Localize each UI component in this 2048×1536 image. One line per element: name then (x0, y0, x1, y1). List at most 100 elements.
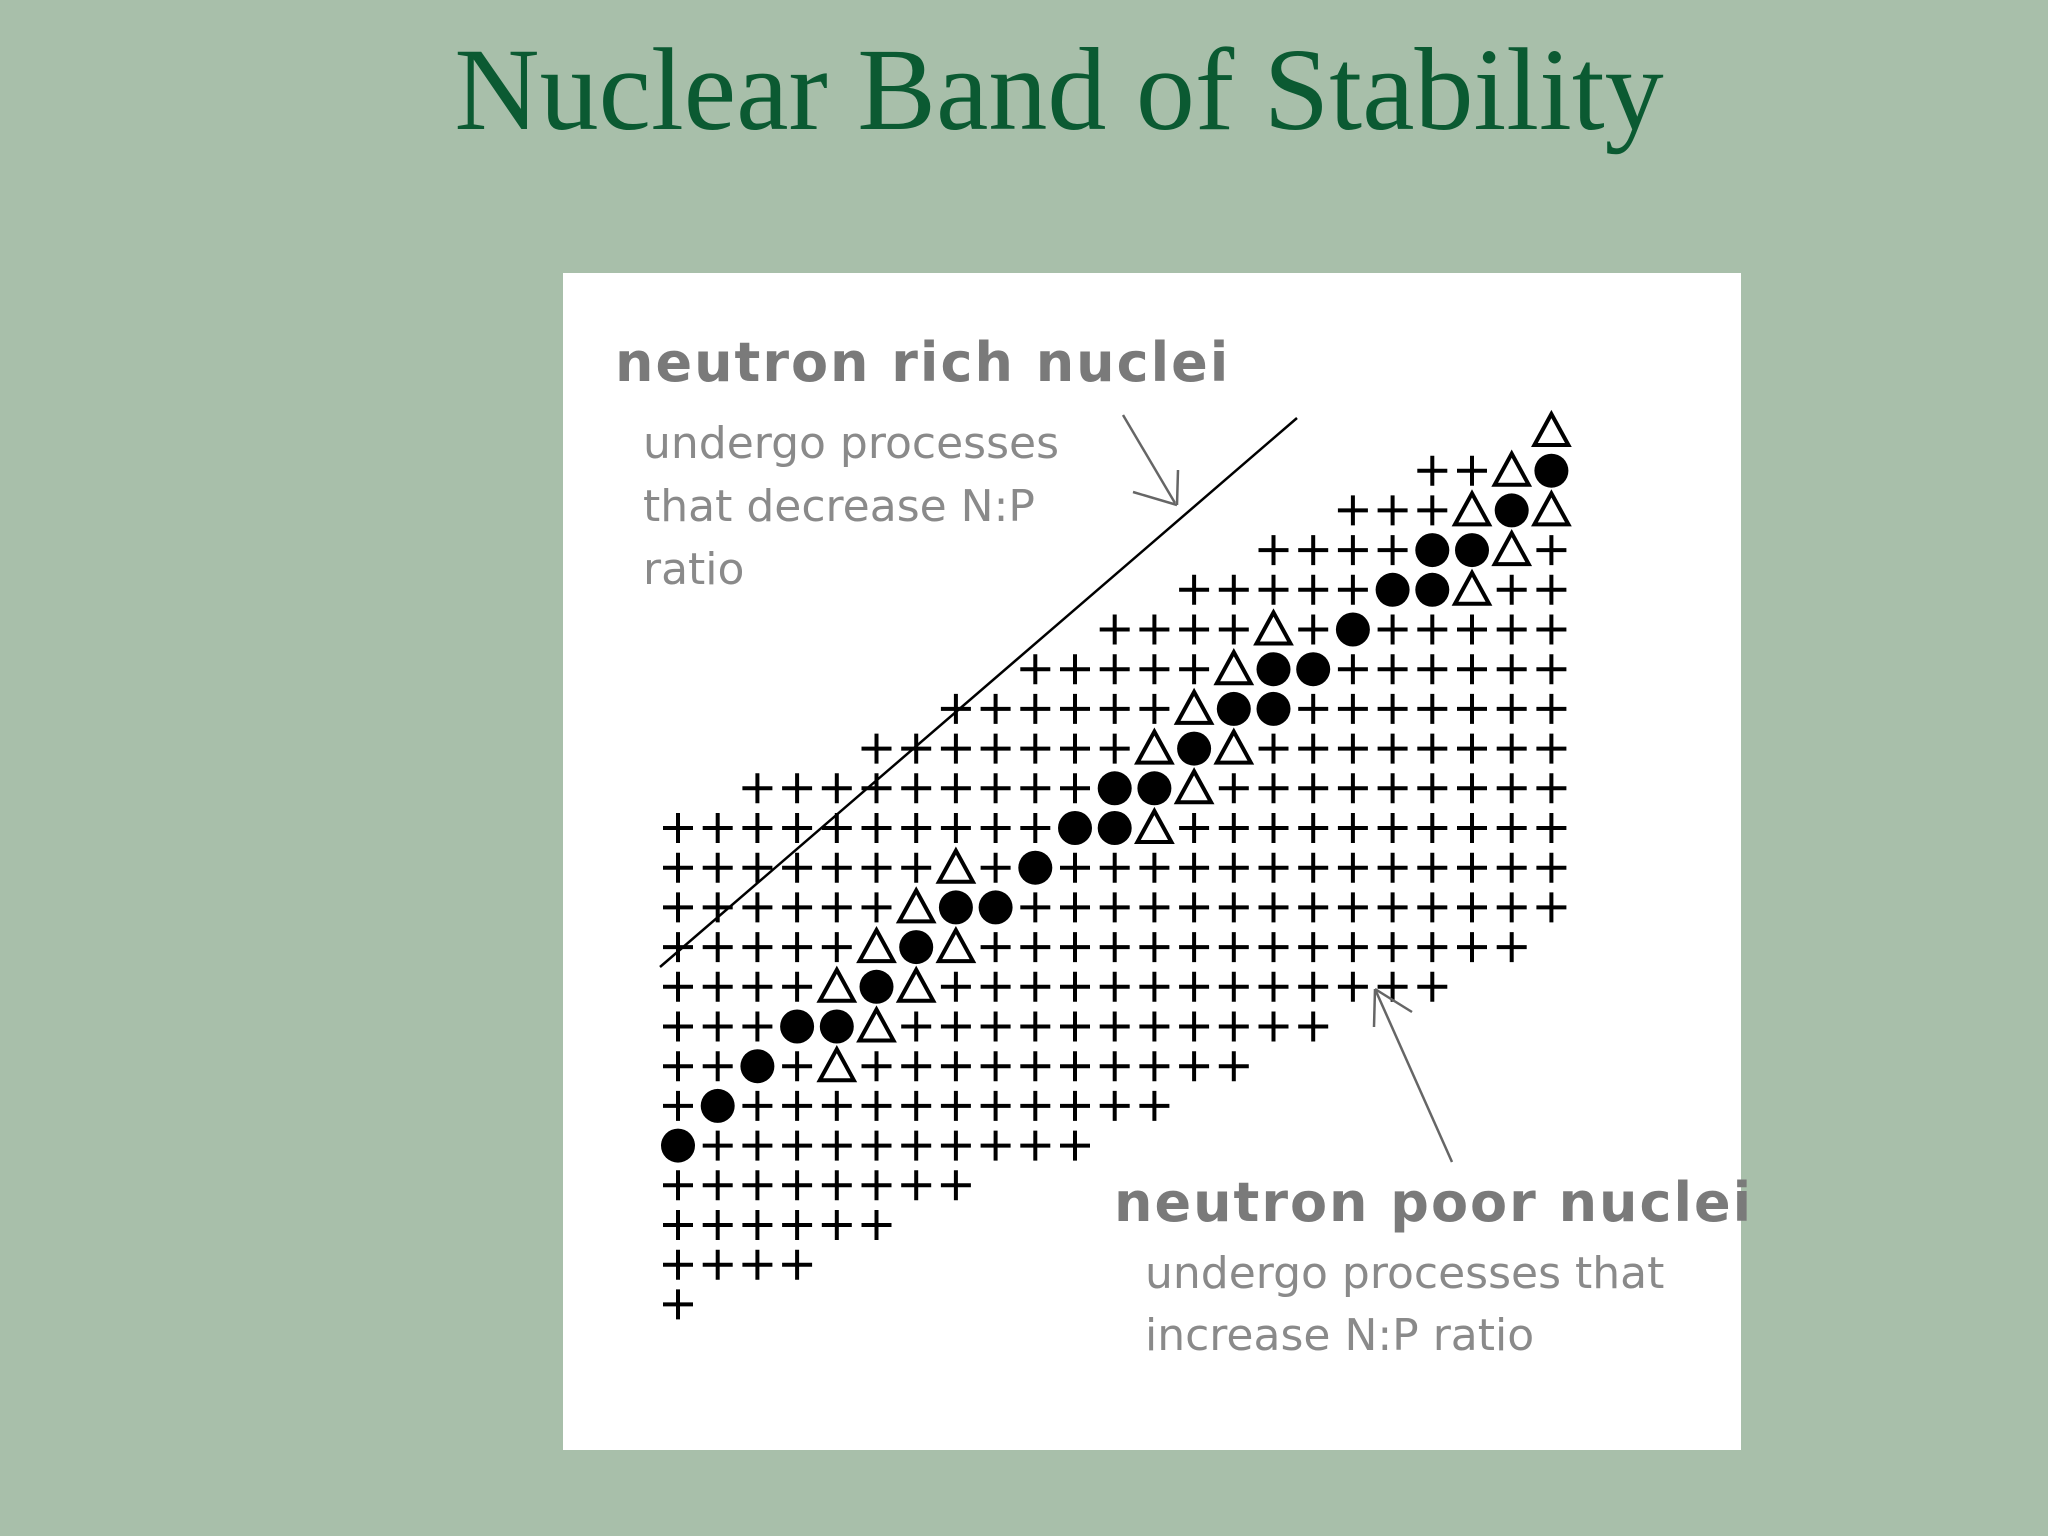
nuclide-cross (1298, 773, 1329, 804)
radioactive-nuclide (1451, 568, 1493, 606)
nuclide-cross (1496, 654, 1527, 685)
nuclide-cross (1099, 693, 1130, 724)
stable-nuclide (1534, 453, 1569, 488)
radioactive-nuclide (1173, 767, 1215, 805)
nuclide-cross (1457, 455, 1487, 486)
nuclide-cross (702, 1249, 733, 1280)
nuclide-cross (782, 813, 813, 843)
nuclide-cross (1457, 733, 1487, 764)
nuclide-cross (1298, 813, 1329, 843)
arrow-head (1175, 469, 1180, 506)
nuclide-cross (1099, 1011, 1130, 1042)
nuclide-cross (1179, 813, 1210, 843)
nuclide-cross (1377, 654, 1408, 685)
nuclide-cross (782, 971, 813, 1002)
nuclide-cross (1337, 535, 1368, 566)
radioactive-nuclide (935, 846, 977, 884)
nuclide-cross (821, 773, 852, 804)
nuclide-cross (940, 1170, 971, 1201)
nuclide-cross (821, 1090, 852, 1121)
arrow-head (1132, 490, 1178, 507)
nuclide-cross (1298, 693, 1329, 724)
nuclide-cross (980, 733, 1011, 764)
nuclide-cross (1179, 614, 1210, 645)
nuclide-cross (1417, 455, 1448, 486)
nuclide-cross (940, 971, 971, 1002)
nuclide-cross (1258, 773, 1289, 804)
nuclide-cross (1060, 892, 1090, 923)
nuclide-cross (1060, 1130, 1090, 1161)
nuclide-cross (1218, 971, 1249, 1002)
nuclide-cross (1457, 693, 1487, 724)
nuclide-cross (702, 1170, 733, 1201)
rich-text: undergo processes (643, 418, 1059, 469)
stable-nuclide (661, 1128, 695, 1163)
nuclide-cross (980, 971, 1011, 1002)
nuclide-cross (742, 1090, 773, 1121)
nuclide-cross (1099, 852, 1130, 883)
nuclide-cross (1496, 614, 1527, 645)
stable-nuclide (740, 1049, 775, 1084)
rich-text: ratio (643, 544, 744, 595)
nuclide-cross (1258, 892, 1289, 923)
nuclide-cross (1060, 932, 1090, 963)
radioactive-nuclide (1213, 648, 1255, 686)
nuclide-cross (1536, 892, 1567, 923)
nuclide-cross (702, 1130, 733, 1161)
nuclide-cross (1179, 852, 1210, 883)
nuclide-cross (782, 773, 813, 804)
nuclide-cross (940, 773, 971, 804)
nuclide-cross (1298, 574, 1329, 605)
nuclide-cross (861, 1090, 892, 1121)
nuclide-cross (1417, 495, 1448, 526)
stable-nuclide (859, 969, 894, 1004)
nuclide-cross (1218, 1051, 1249, 1082)
nuclide-cross (1218, 932, 1249, 963)
arrow-head (1374, 987, 1413, 1014)
stable-nuclide (1216, 691, 1251, 726)
nuclide-cross (1377, 971, 1408, 1002)
nuclide-cross (1258, 1011, 1289, 1042)
stable-nuclide (1097, 771, 1132, 806)
nuclide-cross (1536, 813, 1567, 843)
nuclide-cross (1417, 813, 1448, 843)
nuclide-cross (702, 852, 733, 883)
nuclide-cross (1258, 733, 1289, 764)
stable-nuclide (1335, 612, 1370, 647)
nuclide-cross (1020, 932, 1051, 963)
stable-nuclide (1018, 850, 1053, 885)
nuclide-cross (1258, 574, 1289, 605)
nuclide-cross (742, 892, 773, 923)
nuclide-cross (821, 813, 852, 843)
nuclide-cross (1258, 852, 1289, 883)
nuclide-cross (1337, 654, 1368, 685)
nuclide-cross (1218, 852, 1249, 883)
nuclide-cross (1496, 693, 1527, 724)
nuclide-cross (1139, 892, 1170, 923)
nuclide-cross (1457, 813, 1487, 843)
nuclide-cross (663, 1011, 693, 1042)
radioactive-nuclide (816, 1045, 858, 1083)
nuclide-cross (1179, 971, 1210, 1002)
nuclide-cross (821, 852, 852, 883)
nuclide-cross (1337, 773, 1368, 804)
stable-nuclide (1375, 572, 1410, 607)
nuclide-cross (702, 813, 733, 843)
nuclide-cross (1298, 852, 1329, 883)
nuclide-cross (702, 971, 733, 1002)
nuclide-cross (980, 852, 1011, 883)
nuclide-cross (742, 932, 773, 963)
nuclide-cross (1377, 852, 1408, 883)
nuclide-cross (1417, 852, 1448, 883)
nuclide-cross (980, 1130, 1011, 1161)
nuclide-cross (1298, 932, 1329, 963)
nuclide-cross (1337, 495, 1368, 526)
nuclide-cross (1020, 733, 1051, 764)
nuclide-cross (1020, 1090, 1051, 1121)
nuclide-cross (1417, 892, 1448, 923)
nuclide-cross (1536, 614, 1567, 645)
nuclide-cross (1139, 693, 1170, 724)
nuclide-cross (821, 1130, 852, 1161)
nuclide-cross (742, 971, 773, 1002)
nuclide-cross (1417, 654, 1448, 685)
